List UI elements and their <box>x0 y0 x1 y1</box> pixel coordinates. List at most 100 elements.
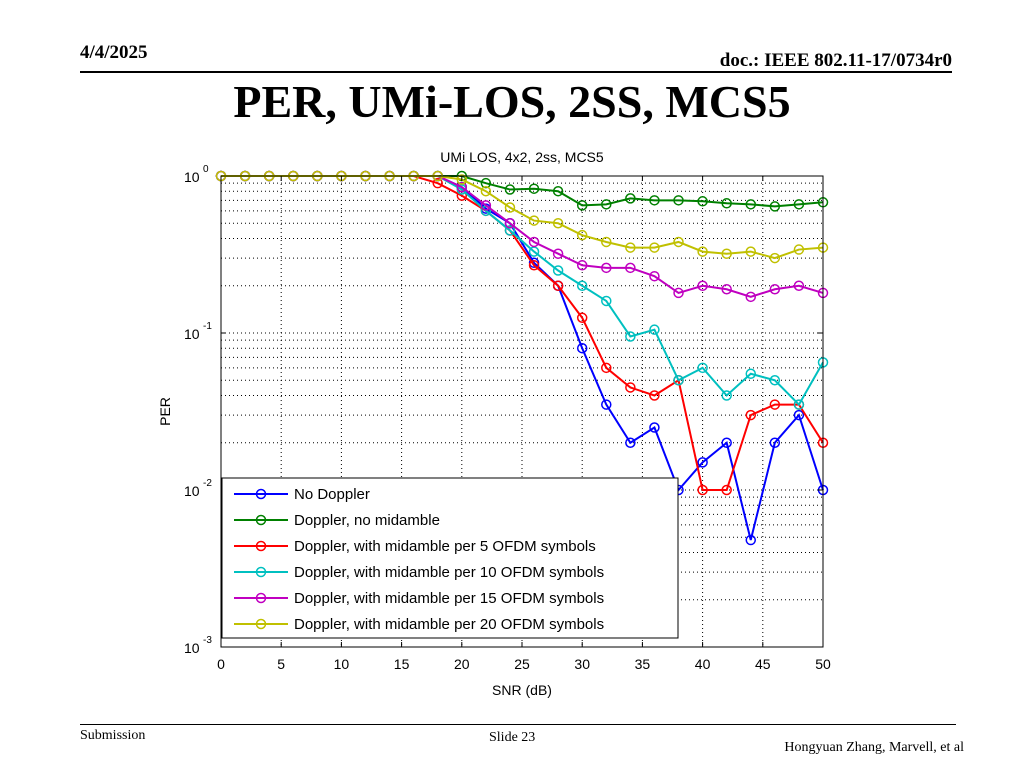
data-point <box>576 229 588 241</box>
data-point <box>552 280 564 291</box>
legend-box <box>221 477 679 639</box>
data-point <box>673 287 684 299</box>
data-point <box>649 270 660 282</box>
data-point <box>769 201 781 212</box>
y-tick-base: 10 <box>184 326 200 342</box>
data-point <box>793 199 805 210</box>
x-axis-label: SNR (dB) <box>492 682 552 698</box>
data-point <box>649 390 660 401</box>
data-point <box>601 262 612 274</box>
x-tick-label: 35 <box>635 656 651 672</box>
data-point <box>528 236 540 248</box>
data-point <box>721 484 732 496</box>
data-point <box>552 248 564 259</box>
data-point <box>625 242 636 253</box>
data-point <box>697 196 708 207</box>
legend-swatch-marker <box>255 514 267 526</box>
data-point <box>793 244 805 255</box>
data-point <box>745 291 757 303</box>
data-point <box>769 375 781 386</box>
data-point <box>745 199 757 210</box>
x-tick-label: 45 <box>755 656 771 672</box>
legend-swatch-marker <box>255 540 267 552</box>
footer-author: Hongyuan Zhang, Marvell, et al <box>784 740 964 755</box>
data-point <box>649 195 660 206</box>
data-point <box>745 534 757 546</box>
data-point <box>721 248 732 259</box>
legend-label: Doppler, with midamble per 10 OFDM symbo… <box>294 564 604 581</box>
data-point <box>601 399 612 410</box>
x-tick-label: 15 <box>394 656 410 672</box>
data-point <box>601 199 612 210</box>
y-tick-exp: -1 <box>203 321 212 332</box>
legend-label: Doppler, with midamble per 5 OFDM symbol… <box>294 538 596 555</box>
data-point <box>697 457 708 468</box>
data-point <box>697 280 708 291</box>
data-point <box>552 265 564 276</box>
data-point <box>721 437 732 448</box>
data-point <box>576 312 588 324</box>
data-point <box>528 260 540 271</box>
data-point <box>793 409 805 421</box>
legend-swatch-marker <box>255 488 267 500</box>
data-point <box>649 422 660 433</box>
legend-swatch-marker <box>255 618 267 630</box>
data-point <box>576 260 588 271</box>
data-point <box>769 399 781 410</box>
data-point <box>625 193 636 204</box>
data-point <box>649 242 660 253</box>
data-point <box>673 375 684 386</box>
data-point <box>793 280 805 291</box>
data-point <box>456 174 468 185</box>
data-point <box>649 324 660 335</box>
data-point <box>769 252 781 264</box>
data-point <box>601 236 612 248</box>
data-point <box>576 280 588 291</box>
legend-label: Doppler, with midamble per 20 OFDM symbo… <box>294 616 604 633</box>
data-point <box>625 262 636 274</box>
legend-swatch-marker <box>255 566 267 578</box>
data-point <box>745 409 757 421</box>
y-axis-label: PER <box>157 397 173 426</box>
y-tick-exp: -3 <box>203 635 212 646</box>
data-point <box>769 437 781 448</box>
data-point <box>504 218 516 229</box>
y-tick-base: 10 <box>184 640 200 656</box>
data-point <box>504 202 516 213</box>
data-point <box>504 225 516 236</box>
data-point <box>721 283 732 295</box>
x-tick-label: 0 <box>217 656 225 672</box>
x-tick-label: 25 <box>514 656 530 672</box>
data-point <box>552 185 564 197</box>
data-point <box>528 183 540 194</box>
data-point <box>625 437 636 448</box>
data-point <box>673 195 684 206</box>
data-point <box>576 342 588 354</box>
data-point <box>721 390 732 401</box>
data-point <box>456 181 468 193</box>
data-point <box>625 331 636 342</box>
footer-slide-number: Slide 23 <box>489 730 536 745</box>
header-rule <box>80 71 952 73</box>
data-point <box>745 246 757 257</box>
data-point <box>697 246 708 257</box>
data-point <box>480 185 492 197</box>
y-tick-base: 10 <box>184 483 200 499</box>
data-point <box>673 236 684 248</box>
data-point <box>528 215 540 226</box>
data-point <box>769 283 781 295</box>
legend-label: Doppler, no midamble <box>294 512 440 529</box>
legend-swatch-marker <box>255 592 267 604</box>
data-point <box>697 484 708 496</box>
x-tick-label: 20 <box>454 656 470 672</box>
legend: No Doppler Doppler, no midamble Doppler, w… <box>221 477 679 639</box>
y-tick-exp: -2 <box>203 478 212 489</box>
data-point <box>432 177 443 189</box>
data-point <box>552 218 564 229</box>
data-point <box>697 362 708 374</box>
data-point <box>504 184 516 195</box>
chart-title: UMi LOS, 4x2, 2ss, MCS5 <box>440 149 604 165</box>
data-point <box>721 198 732 209</box>
x-tick-label: 5 <box>277 656 285 672</box>
